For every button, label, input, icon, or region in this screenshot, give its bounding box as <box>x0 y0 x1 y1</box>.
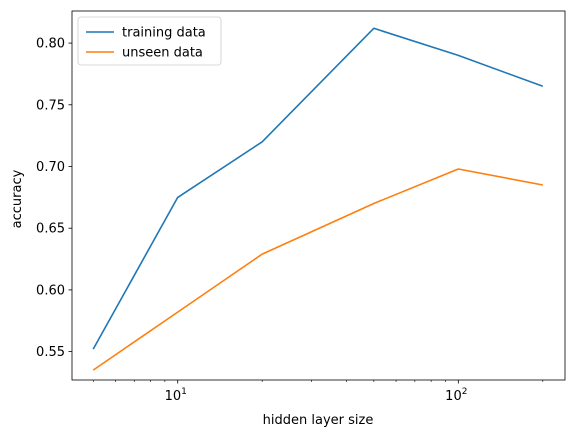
legend-label: unseen data <box>122 46 203 61</box>
y-tick-label: 0.55 <box>36 345 65 360</box>
y-tick-label: 0.60 <box>36 283 65 298</box>
legend: training data unseen data <box>77 16 222 66</box>
series-lines <box>92 27 544 371</box>
y-axis-label: accuracy <box>10 169 25 228</box>
legend-box <box>77 16 222 66</box>
y-tick-label: 0.80 <box>36 37 65 52</box>
x-tick-label: 102 <box>445 387 467 404</box>
y-tick-label: 0.75 <box>36 98 65 113</box>
x-tick-label: 101 <box>165 387 187 404</box>
series-line-2 <box>92 168 543 371</box>
y-tick-label: 0.65 <box>36 222 65 237</box>
y-tick-label: 0.70 <box>36 160 65 175</box>
x-axis: 101 102 <box>165 380 467 404</box>
legend-label: training data <box>122 26 206 41</box>
axes-frame <box>71 10 566 381</box>
y-axis: 0.55 0.60 0.65 0.70 0.75 0.80 <box>36 37 72 360</box>
series-line-1 <box>92 27 544 350</box>
x-axis-label: hidden layer size <box>263 413 374 428</box>
